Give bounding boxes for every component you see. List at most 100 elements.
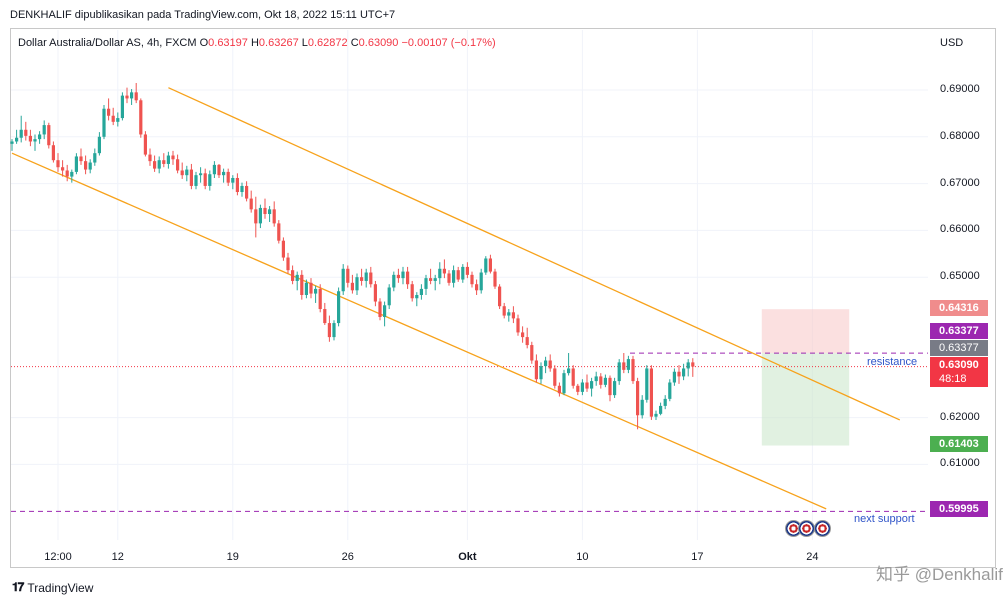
candle-body (534, 360, 538, 380)
y-tick-label: 0.67000 (940, 176, 980, 189)
low-value: 0.62872 (307, 37, 348, 49)
candle-body (557, 385, 561, 394)
candle-body (254, 209, 258, 224)
candle-body (373, 284, 377, 302)
candle-body (590, 381, 594, 389)
publish-line: DENKHALIF dipublikasikan pada TradingVie… (10, 9, 396, 21)
candle-body (447, 273, 451, 283)
candle-body (300, 274, 304, 295)
candle-body (649, 368, 653, 417)
candle-body (143, 134, 147, 155)
candle-body (332, 323, 336, 338)
candle-body (626, 359, 630, 370)
candle-body (120, 95, 124, 119)
close-label: C (350, 37, 359, 49)
candle-body (442, 268, 446, 274)
candle-body (401, 271, 405, 279)
candle-body (56, 160, 60, 168)
countdown-value: 48:18 (939, 373, 967, 385)
candle-body (222, 171, 226, 176)
x-tick-label: Okt (458, 551, 477, 563)
candle-body (636, 381, 640, 416)
candle-body (507, 312, 511, 316)
candle-body (125, 95, 129, 99)
candle-body (640, 399, 644, 416)
candle-body (153, 161, 157, 169)
candle-body (235, 177, 239, 193)
candle-body (84, 161, 88, 170)
candle-body (162, 160, 166, 164)
candle-body (672, 371, 676, 383)
candle-body (116, 118, 120, 122)
us-flag-icon[interactable] (814, 520, 831, 537)
candle-body (217, 164, 221, 176)
candle-body (645, 368, 649, 400)
y-tick-label: 0.68000 (940, 129, 980, 142)
x-tick-label: 12:00 (44, 551, 72, 563)
candle-body (691, 362, 695, 367)
tradingview-icon: 𝟏𝟕 (12, 580, 24, 594)
candle-body (493, 271, 497, 287)
candle-body (686, 362, 690, 369)
candle-body (15, 137, 19, 142)
candle-body (562, 373, 566, 394)
candle-body (97, 136, 101, 154)
candle-body (465, 266, 469, 275)
resistance-gray-tag: 0.63377 (930, 340, 988, 356)
candle-body (318, 288, 322, 310)
candle-body (327, 323, 331, 338)
candle-body (263, 207, 267, 215)
y-tick-label: 0.65000 (940, 270, 980, 283)
us-flag-icon[interactable] (798, 520, 815, 537)
candle-body (10, 141, 14, 144)
candle-body (429, 278, 433, 281)
candle-body (281, 240, 285, 258)
candle-body (530, 345, 534, 361)
candle-body (613, 381, 617, 396)
candle-body (438, 268, 442, 279)
candle-body (28, 135, 32, 142)
y-tick-label: 0.66000 (940, 223, 980, 236)
tradingview-logo[interactable]: 𝟏𝟕 TradingView (12, 580, 93, 595)
candle-body (525, 337, 529, 346)
candle-body (65, 170, 69, 177)
x-tick-label: 17 (691, 551, 704, 563)
candle-body (631, 359, 635, 382)
candle-body (304, 282, 308, 295)
watermark-text: 知乎 @Denkhalif (876, 565, 1003, 584)
x-tick-label: 10 (576, 551, 589, 563)
candle-body (24, 129, 28, 136)
candle-body (286, 257, 290, 271)
x-tick-label: 19 (226, 551, 239, 563)
candle-body (309, 282, 313, 294)
take-profit-zone (761, 353, 850, 446)
candle-body (185, 169, 189, 176)
candle-body (383, 305, 387, 317)
candle-body (33, 139, 37, 142)
candle-body (337, 291, 341, 324)
candle-body (323, 309, 327, 324)
resistance-label: resistance (867, 356, 918, 368)
stop-loss-zone (761, 309, 850, 354)
candle-body (272, 209, 276, 224)
open-label: O (199, 37, 209, 49)
candle-body (171, 155, 175, 160)
candle-body (130, 92, 134, 99)
candle-body (406, 271, 410, 285)
tp-price-tag: 0.64316 (930, 300, 988, 316)
candle-body (654, 413, 658, 417)
candle-body (677, 371, 681, 377)
candle-body (511, 312, 515, 319)
candle-body (452, 270, 456, 283)
publish-header: DENKHALIF dipublikasikan pada TradingVie… (0, 0, 1004, 30)
symbol-label: Dollar Australia/Dollar AS, 4h, FXCM (18, 37, 197, 49)
high-label: H (250, 37, 259, 49)
candle-body (571, 368, 575, 386)
candle-body (516, 318, 520, 333)
y-tick-label: 0.69000 (940, 83, 980, 95)
candle-body (387, 287, 391, 306)
candle-body (668, 382, 672, 399)
candle-body (576, 385, 580, 392)
candle-body (176, 159, 180, 171)
